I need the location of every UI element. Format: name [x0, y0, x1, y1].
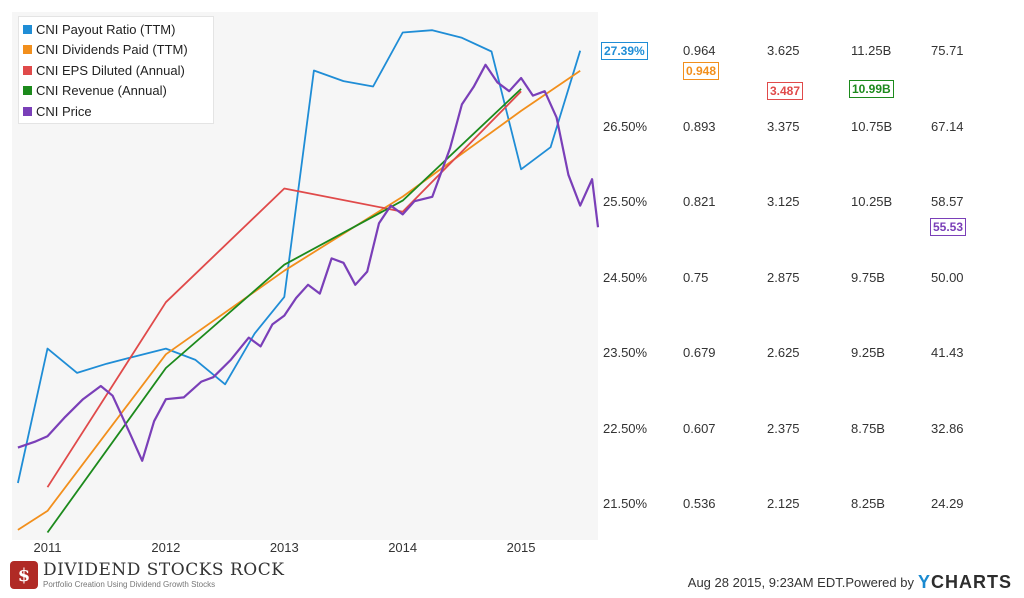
- y-tick-label-dividends: 0.679: [683, 345, 716, 360]
- y-tick-label-eps: 2.625: [767, 345, 800, 360]
- end-value-label-eps: 3.487: [767, 82, 804, 101]
- series-line-price[interactable]: [17, 63, 600, 462]
- end-value-label-payout: 27.39%: [601, 41, 648, 60]
- y-tick-label-price: 67.14: [931, 118, 964, 134]
- y-tick-label-payout: 23.50%: [603, 345, 648, 360]
- series-line-revenue[interactable]: [46, 88, 522, 534]
- chart-footer: Aug 28 2015, 9:23AM EDT. Powered by YCHA…: [688, 572, 1012, 593]
- y-tick-label-revenue: 8.75B: [851, 420, 885, 436]
- y-tick-label-eps: 3.375: [767, 118, 800, 134]
- legend-swatch-icon: [23, 45, 32, 55]
- y-tick-label-payout: 26.50%: [603, 118, 648, 134]
- logo-subtitle: Portfolio Creation Using Dividend Growth…: [43, 579, 216, 589]
- y-tick-label-eps: 3.625: [767, 43, 800, 58]
- legend-swatch-icon: [23, 86, 32, 96]
- logo-title: DIVIDEND STOCKS ROCK: [43, 559, 285, 580]
- legend-item[interactable]: CNI EPS Diluted (Annual): [23, 60, 213, 81]
- powered-by-text: Powered by: [845, 575, 914, 590]
- y-tick-label-dividends: 0.893: [683, 118, 716, 134]
- y-tick-label-dividends: 0.821: [683, 194, 716, 209]
- y-tick-label-revenue: 10.25B: [851, 194, 893, 209]
- legend-label: CNI Payout Ratio (TTM): [36, 21, 176, 37]
- end-value-label-revenue: 10.99B: [849, 79, 894, 98]
- ycharts-logo[interactable]: YCHARTS: [917, 572, 1012, 592]
- y-tick-label-eps: 3.125: [767, 194, 800, 209]
- y-tick-label-eps: 2.875: [767, 269, 800, 285]
- legend-label: CNI Dividends Paid (TTM): [36, 42, 188, 58]
- series-line-dividends[interactable]: [17, 69, 581, 531]
- legend-item[interactable]: CNI Revenue (Annual): [23, 81, 213, 102]
- x-tick-label: 2013: [269, 540, 299, 555]
- legend-swatch-icon: [23, 106, 32, 116]
- y-tick-label-revenue: 9.75B: [851, 269, 885, 285]
- y-tick-label-price: 32.86: [931, 420, 964, 436]
- y-tick-label-price: 41.43: [931, 345, 964, 360]
- x-tick-label: 2015: [506, 540, 536, 555]
- y-tick-label-dividends: 0.607: [683, 420, 716, 436]
- legend-item[interactable]: CNI Price: [23, 101, 213, 122]
- y-tick-label-revenue: 10.75B: [851, 118, 893, 134]
- dividend-stocks-rock-logo: $ DIVIDEND STOCKS ROCK Portfolio Creatio…: [10, 561, 284, 589]
- x-tick-label: 2011: [33, 540, 62, 555]
- y-tick-label-dividends: 0.536: [683, 496, 716, 511]
- x-tick-label: 2014: [388, 540, 418, 555]
- y-tick-label-price: 24.29: [931, 496, 964, 511]
- legend-label: CNI EPS Diluted (Annual): [36, 62, 185, 78]
- legend-swatch-icon: [23, 65, 32, 75]
- chart-legend: CNI Payout Ratio (TTM) CNI Dividends Paid…: [18, 16, 214, 124]
- legend-label: CNI Price: [36, 103, 92, 119]
- y-tick-label-eps: 2.375: [767, 420, 800, 436]
- y-tick-label-eps: 2.125: [767, 496, 800, 511]
- end-value-label-dividends: 0.948: [683, 61, 720, 80]
- date-stamp: Aug 28 2015, 9:23AM EDT.: [687, 575, 846, 590]
- y-tick-label-price: 50.00: [931, 269, 964, 285]
- series-line-payout[interactable]: [17, 29, 582, 484]
- y-tick-label-dividends: 0.75: [683, 269, 709, 285]
- legend-label: CNI Revenue (Annual): [36, 83, 167, 99]
- legend-item[interactable]: CNI Dividends Paid (TTM): [23, 40, 213, 61]
- y-tick-label-dividends: 0.964: [683, 43, 716, 58]
- legend-item[interactable]: CNI Payout Ratio (TTM): [23, 19, 213, 40]
- y-tick-label-price: 58.57: [931, 194, 964, 209]
- end-value-label-price: 55.53: [930, 218, 967, 237]
- y-tick-label-payout: 21.50%: [603, 496, 648, 511]
- y-tick-label-price: 75.71: [931, 43, 964, 58]
- y-tick-label-payout: 22.50%: [603, 420, 648, 436]
- y-tick-label-revenue: 8.25B: [851, 496, 885, 511]
- y-tick-label-revenue: 11.25B: [851, 43, 892, 58]
- y-tick-label-payout: 25.50%: [603, 194, 648, 209]
- legend-swatch-icon: [23, 24, 32, 34]
- y-tick-label-revenue: 9.25B: [851, 345, 885, 360]
- x-tick-label: 2012: [151, 540, 181, 555]
- y-tick-label-payout: 24.50%: [603, 269, 648, 285]
- dollar-badge-icon: $: [10, 561, 38, 589]
